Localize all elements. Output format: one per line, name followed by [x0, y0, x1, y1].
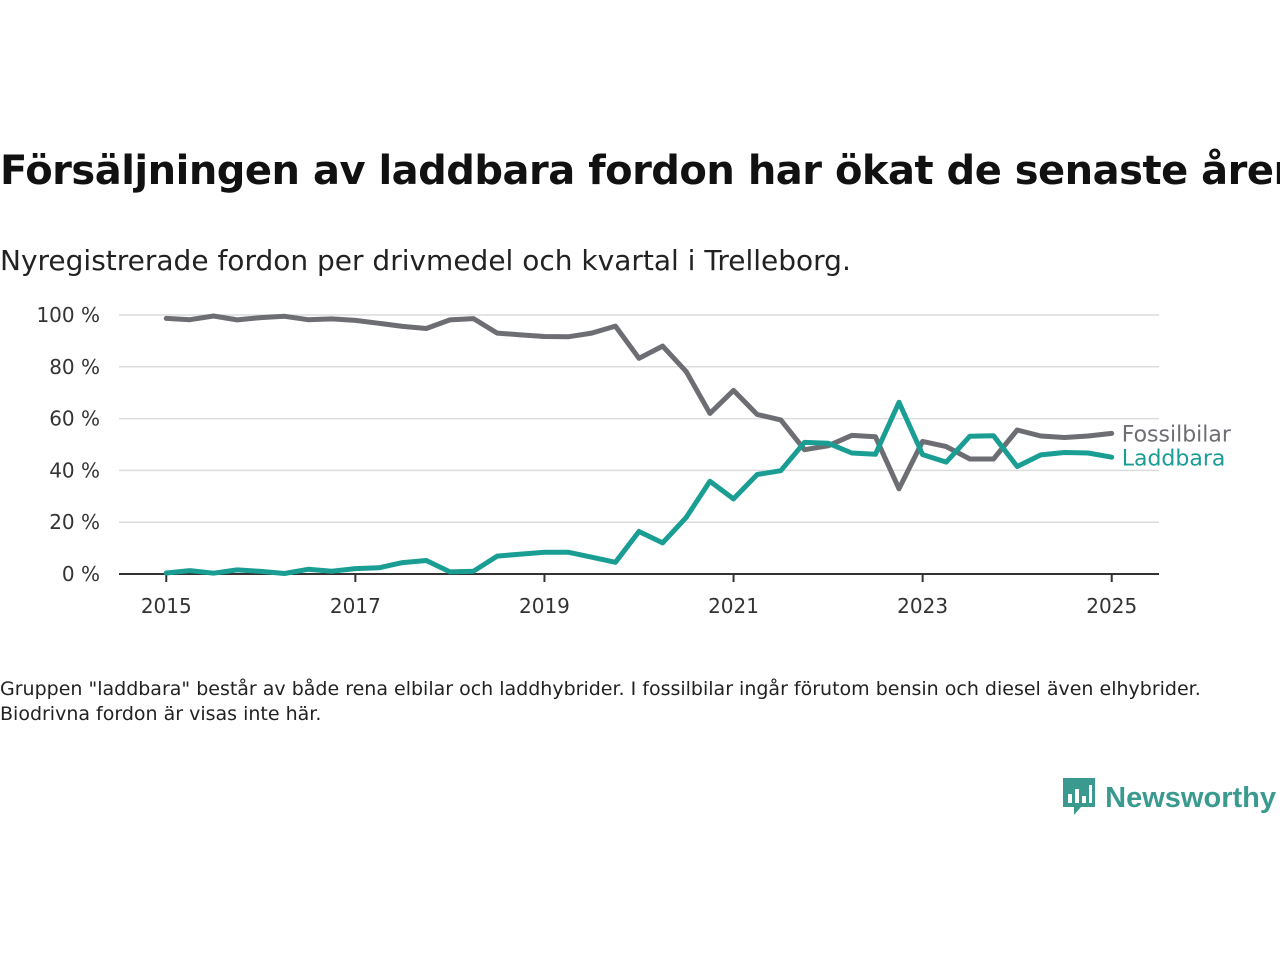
y-tick-label: 100 % — [36, 303, 100, 327]
y-tick-label: 40 % — [49, 458, 100, 482]
chart-subtitle: Nyregistrerade fordon per drivmedel och … — [0, 244, 851, 277]
x-tick-label: 2025 — [1086, 594, 1137, 618]
newsworthy-logo-icon — [1061, 776, 1097, 820]
x-tick-label: 2023 — [897, 594, 948, 618]
x-tick-label: 2021 — [708, 594, 759, 618]
brand-logo[interactable]: Newsworthy — [1061, 776, 1276, 820]
y-tick-label: 0 % — [62, 562, 100, 586]
y-tick-label: 60 % — [49, 407, 100, 431]
x-tick-label: 2019 — [519, 594, 570, 618]
x-tick-label: 2015 — [141, 594, 192, 618]
series-label-fossilbilar: Fossilbilar — [1122, 422, 1232, 447]
series-line-laddbara — [163, 399, 1115, 576]
chart-title: Försäljningen av laddbara fordon har öka… — [0, 148, 1280, 194]
grid-lines — [119, 314, 1159, 523]
y-tick-label: 20 % — [49, 510, 100, 534]
brand-name: Newsworthy — [1105, 781, 1276, 814]
y-tick-label: 80 % — [49, 355, 100, 379]
line-chart: 0 % 20 % 40 % 60 % 80 % 100 % 2015 2017 2019 2021… — [36, 303, 1232, 618]
chart-footnote: Gruppen "laddbara" består av både rena e… — [0, 678, 1201, 725]
x-tick-label: 2017 — [330, 594, 381, 618]
series-lines — [163, 313, 1115, 576]
series-line-fossilbilar — [163, 313, 1115, 492]
series-label-laddbara: Laddbara — [1122, 446, 1226, 471]
